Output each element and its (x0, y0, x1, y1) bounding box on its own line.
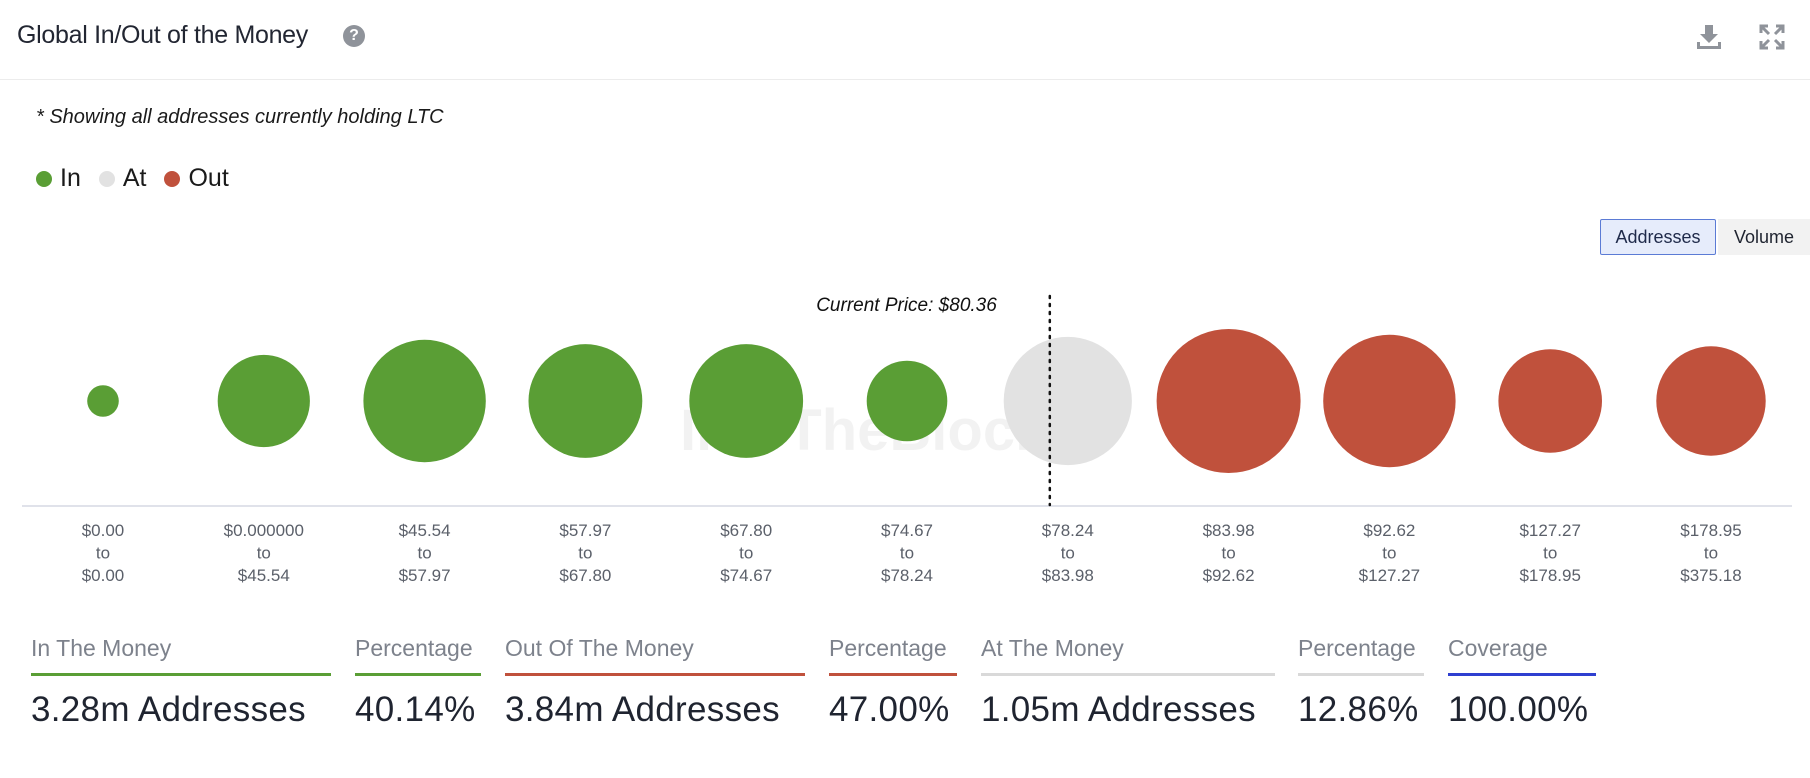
stat-value: 3.84m Addresses (505, 690, 780, 729)
stat-at-percentage: Percentage 12.86% (1298, 635, 1424, 730)
tick-label-to: $178.95 (1519, 566, 1580, 585)
stat-value: 12.86% (1298, 690, 1419, 729)
tick-label-from: $0.00 (82, 521, 125, 540)
bubble-in (87, 385, 119, 417)
download-icon[interactable] (1694, 22, 1724, 52)
tick-label-connector: to (1222, 544, 1236, 563)
stat-underline (31, 673, 331, 676)
stat-label: Percentage (1298, 635, 1416, 661)
bubble-chart: IntoTheBlock$0.00to$0.00$0.000000to$45.5… (22, 294, 1792, 585)
tick-label-connector: to (257, 544, 271, 563)
stat-underline (355, 673, 481, 676)
current-price-label: Current Price: $80.36 (816, 295, 997, 316)
tick-label-from: $45.54 (399, 521, 451, 540)
tick-label-to: $375.18 (1680, 566, 1741, 585)
legend-item-out[interactable]: Out (164, 164, 229, 193)
stat-value: 3.28m Addresses (31, 690, 306, 729)
tick-label-to: $57.97 (399, 566, 451, 585)
stat-underline (829, 673, 957, 676)
tick-label-to: $67.80 (559, 566, 611, 585)
stat-label: In The Money (31, 635, 172, 661)
tick-label-from: $74.67 (881, 521, 933, 540)
tick-label-from: $92.62 (1363, 521, 1415, 540)
tick-label-connector: to (739, 544, 753, 563)
tick-label-connector: to (418, 544, 432, 563)
legend-label-out: Out (188, 164, 229, 192)
tick-label-connector: to (1061, 544, 1075, 563)
tick-label-from: $178.95 (1680, 521, 1741, 540)
stat-underline (1448, 673, 1596, 676)
tick-label-to: $78.24 (881, 566, 933, 585)
stat-value: 100.00% (1448, 690, 1589, 729)
bubble-out (1656, 346, 1766, 456)
stat-underline (505, 673, 805, 676)
tick-label-connector: to (96, 544, 110, 563)
tick-label-from: $83.98 (1203, 521, 1255, 540)
legend-item-in[interactable]: In (36, 164, 81, 193)
legend-swatch-in (36, 170, 52, 187)
bubble-in (528, 344, 643, 458)
legend-swatch-out (164, 170, 181, 187)
bubble-out (1323, 334, 1456, 468)
tick-label-from: $0.000000 (224, 521, 304, 540)
stat-label: Out Of The Money (505, 635, 694, 661)
question-circle-icon[interactable]: ? (343, 25, 365, 47)
stat-label: At The Money (981, 635, 1124, 661)
stat-value: 1.05m Addresses (981, 690, 1256, 729)
stat-in-percentage: Percentage 40.14% (355, 635, 481, 730)
stat-at-the-money: At The Money 1.05m Addresses (981, 635, 1275, 730)
tick-label-connector: to (1543, 544, 1557, 563)
expand-icon[interactable] (1757, 22, 1787, 52)
bubble-in (363, 339, 486, 463)
page-title: Global In/Out of the Money (17, 21, 308, 49)
tick-label-to: $83.98 (1042, 566, 1094, 585)
tick-label-to: $0.00 (82, 566, 125, 585)
bubble-in (689, 344, 804, 458)
tick-label-connector: to (578, 544, 592, 563)
stat-underline (981, 673, 1275, 676)
bubble-in (217, 354, 310, 448)
holding-note: * Showing all addresses currently holdin… (36, 106, 444, 128)
bubble-in (866, 360, 948, 442)
stat-value: 47.00% (829, 690, 950, 729)
tick-label-from: $67.80 (720, 521, 772, 540)
stat-label: Percentage (829, 635, 947, 661)
stat-out-of-the-money: Out Of The Money 3.84m Addresses (505, 635, 805, 730)
tick-label-connector: to (1382, 544, 1396, 563)
stat-underline (1298, 673, 1424, 676)
legend-label-at: At (122, 164, 147, 192)
tick-label-to: $74.67 (720, 566, 772, 585)
stat-coverage: Coverage 100.00% (1448, 635, 1596, 730)
addresses-toggle-button[interactable]: Addresses (1600, 219, 1716, 255)
header: Global In/Out of the Money ? (0, 0, 1810, 80)
tick-label-connector: to (1704, 544, 1718, 563)
stat-out-percentage: Percentage 47.00% (829, 635, 957, 730)
bubble-out (1498, 349, 1602, 453)
tick-label-to: $127.27 (1359, 566, 1420, 585)
stat-in-the-money: In The Money 3.28m Addresses (31, 635, 331, 730)
stat-label: Coverage (1448, 635, 1548, 661)
chart-legend: In At Out (36, 164, 247, 193)
bubble-out (1156, 329, 1301, 473)
bubble-at (1003, 336, 1132, 466)
stat-value: 40.14% (355, 690, 476, 729)
legend-swatch-at (98, 170, 115, 187)
volume-toggle-button[interactable]: Volume (1718, 219, 1810, 255)
tick-label-connector: to (900, 544, 914, 563)
stat-label: Percentage (355, 635, 473, 661)
tick-label-to: $92.62 (1203, 566, 1255, 585)
tick-label-from: $57.97 (559, 521, 611, 540)
tick-label-to: $45.54 (238, 566, 290, 585)
legend-label-in: In (60, 164, 81, 192)
tick-label-from: $78.24 (1042, 521, 1094, 540)
tick-label-from: $127.27 (1519, 521, 1580, 540)
legend-item-at[interactable]: At (98, 164, 147, 193)
